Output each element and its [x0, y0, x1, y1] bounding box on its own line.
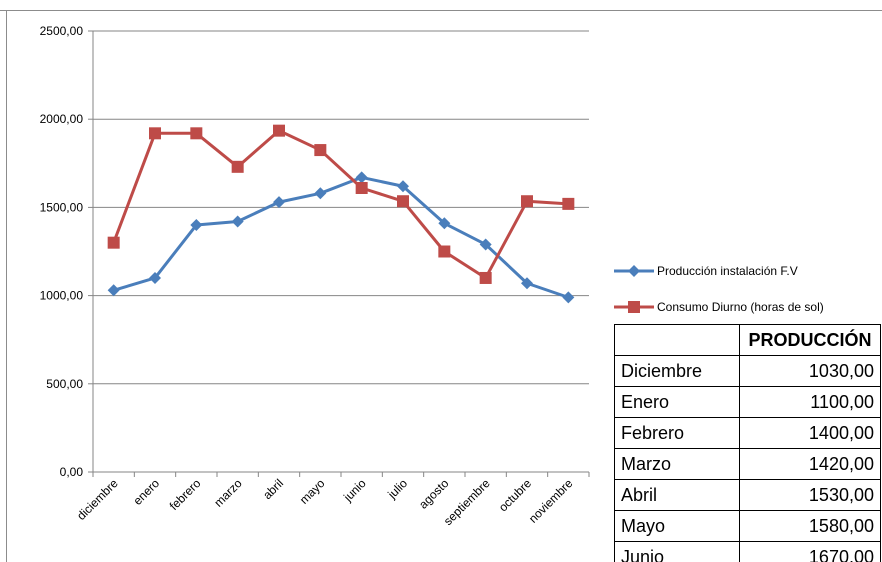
data-point-diamond — [231, 215, 244, 228]
data-point-square — [149, 127, 161, 140]
y-tick-label: 0,00 — [60, 465, 84, 479]
table-header-empty — [614, 324, 740, 356]
y-tick-label: 1500,00 — [40, 200, 84, 214]
table-cell-production: 1530,00 — [739, 479, 881, 511]
y-tick-label: 1000,00 — [40, 289, 84, 303]
table-cell-production: 1580,00 — [739, 510, 881, 542]
data-point-square — [314, 144, 327, 157]
legend-label-0: Producción instalación F.V — [657, 264, 798, 278]
table-row: Febrero 1400,00 — [614, 417, 881, 449]
data-point-square — [562, 197, 575, 210]
table-row: Enero 1100,00 — [614, 386, 881, 418]
data-point-diamond — [479, 238, 492, 251]
data-point-diamond — [438, 217, 451, 230]
table-header-row: PRODUCCIÓN — [614, 324, 881, 356]
data-point-diamond — [521, 277, 533, 290]
data-point-square — [190, 127, 203, 140]
production-table: PRODUCCIÓN Diciembre 1030,00 Enero 1100,00 F… — [614, 324, 881, 562]
legend-marker-square — [628, 301, 640, 313]
table-cell-month: Abril — [614, 479, 740, 511]
table-cell-production: 1420,00 — [739, 448, 881, 480]
table-cell-month: Enero — [614, 386, 740, 418]
data-point-diamond — [190, 219, 203, 232]
chart-left-border — [6, 10, 7, 562]
table-cell-month: Mayo — [614, 510, 740, 542]
table-cell-production: 1100,00 — [739, 386, 881, 418]
data-point-diamond — [397, 180, 409, 193]
table-row: Mayo 1580,00 — [614, 510, 881, 542]
legend-label-1: Consumo Diurno (horas de sol) — [657, 300, 824, 314]
data-point-diamond — [355, 171, 368, 184]
data-point-diamond — [149, 271, 161, 284]
table-cell-production: 1670,00 — [739, 541, 881, 562]
y-tick-label: 2500,00 — [40, 24, 84, 38]
data-point-diamond — [314, 187, 327, 200]
table-cell-month: Febrero — [614, 417, 740, 449]
series-line-1 — [112, 129, 569, 280]
chart-top-border — [0, 10, 882, 11]
data-point-diamond — [562, 291, 575, 304]
data-point-square — [273, 124, 285, 137]
table-cell-production: 1030,00 — [739, 355, 881, 387]
data-point-square — [397, 195, 409, 208]
table-cell-month: Diciembre — [614, 355, 740, 387]
table-row: Marzo 1420,00 — [614, 448, 881, 480]
table-header-production: PRODUCCIÓN — [739, 324, 881, 356]
table-row: Abril 1530,00 — [614, 479, 881, 511]
series-line-0 — [113, 175, 569, 299]
y-tick-label: 2000,00 — [40, 112, 84, 126]
table-cell-production: 1400,00 — [739, 417, 881, 449]
data-point-square — [107, 236, 120, 249]
data-point-square — [521, 195, 533, 208]
data-point-square — [479, 271, 492, 284]
data-point-square — [231, 160, 244, 173]
table-cell-month: Junio — [614, 541, 740, 562]
table-cell-month: Marzo — [614, 448, 740, 480]
data-point-square — [438, 245, 451, 258]
data-point-diamond — [107, 284, 120, 297]
table-row: Diciembre 1030,00 — [614, 355, 881, 387]
legend-marker-diamond — [628, 265, 640, 277]
data-point-diamond — [273, 196, 285, 209]
data-point-square — [355, 181, 368, 194]
y-tick-label: 500,00 — [46, 377, 83, 391]
table-row: Junio 1670,00 — [614, 541, 881, 562]
